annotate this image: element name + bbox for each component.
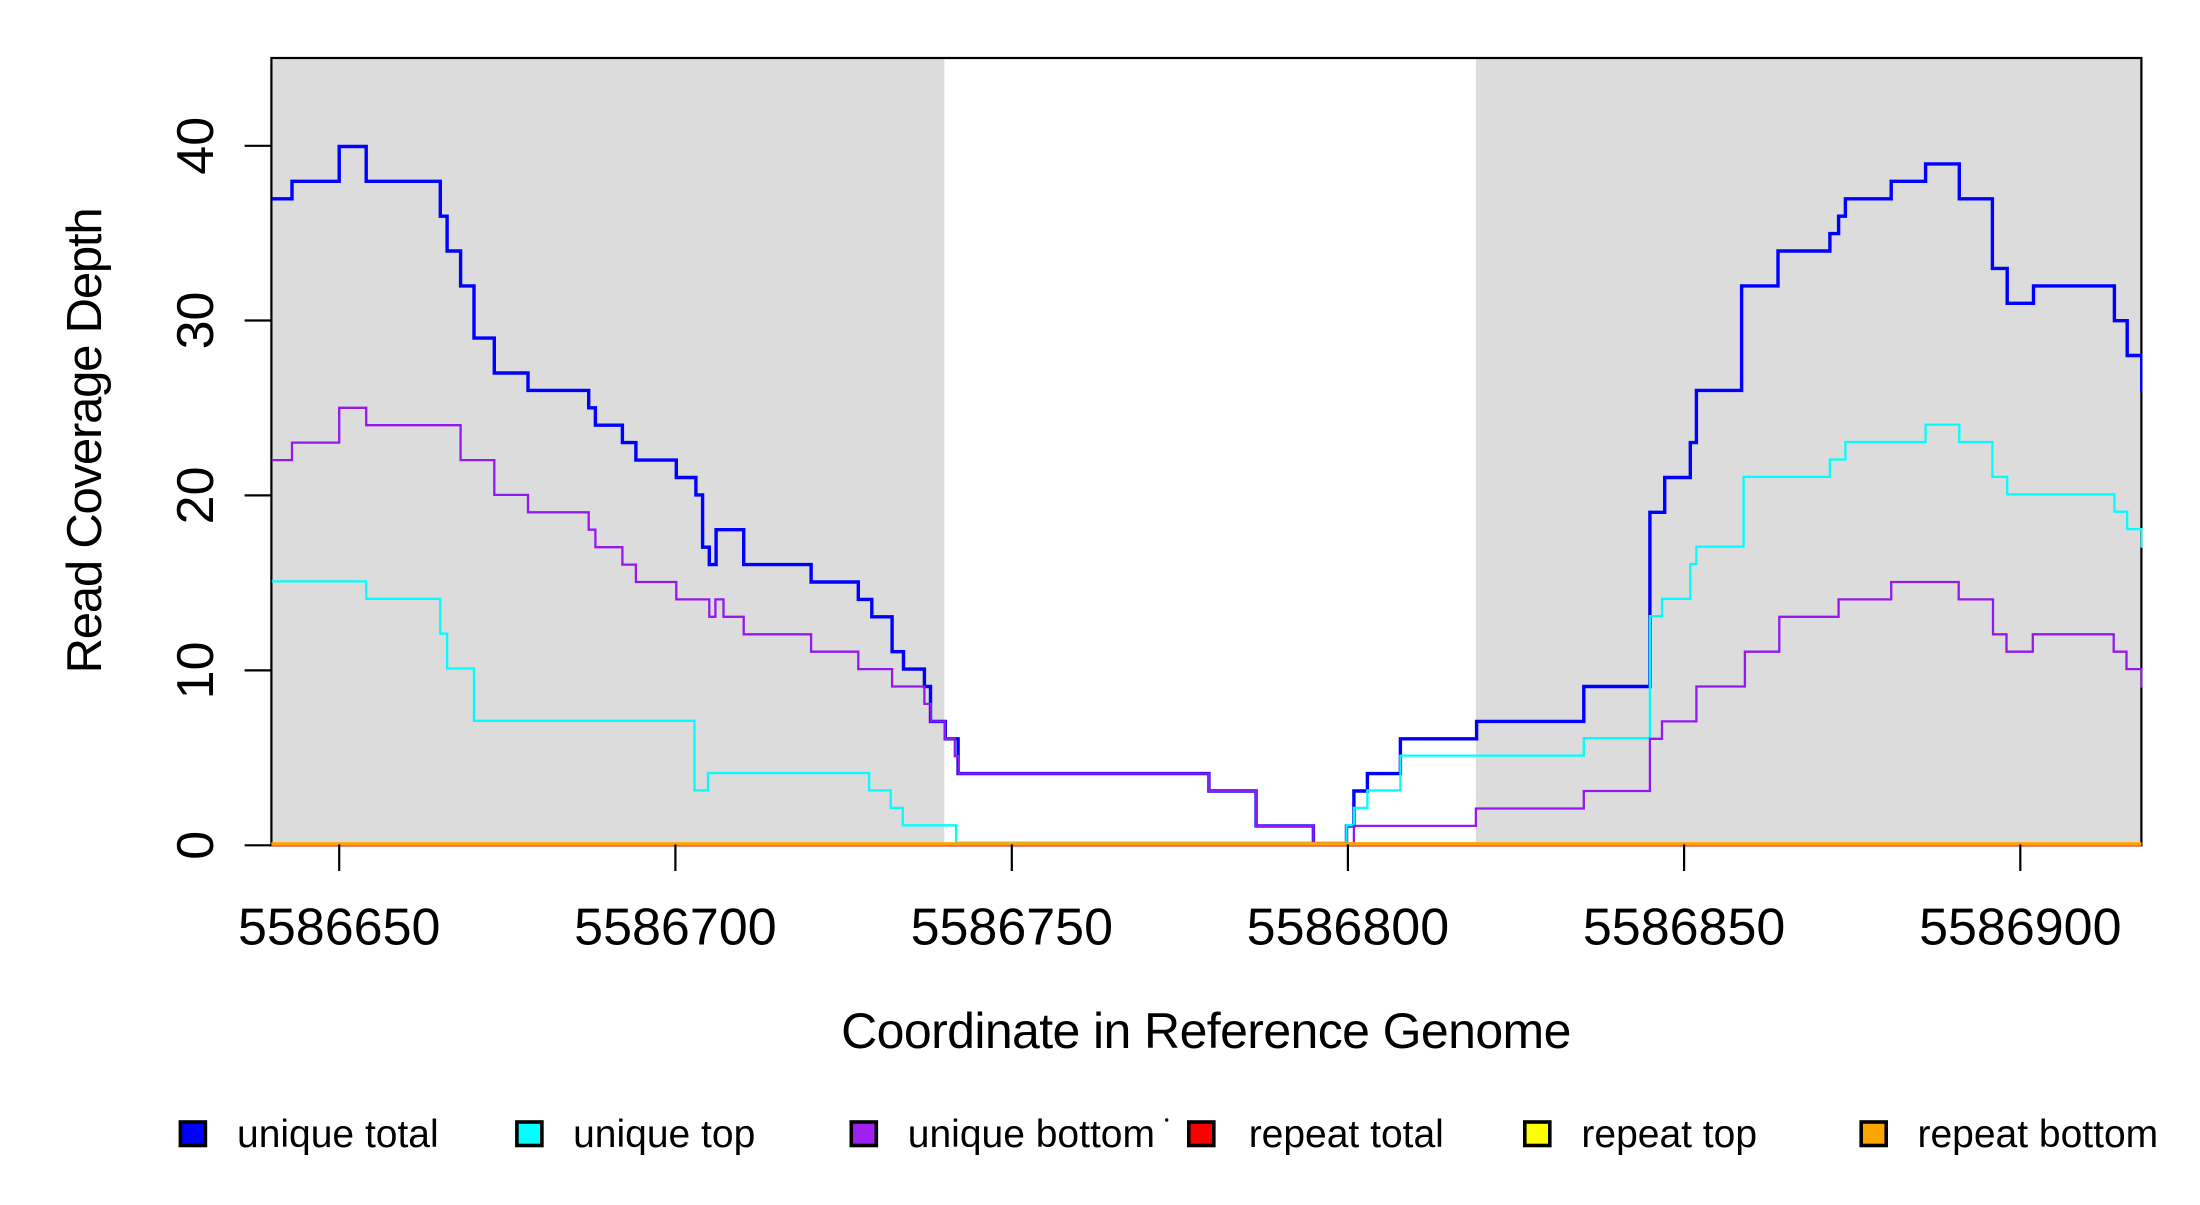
svg-text:30: 30 bbox=[167, 292, 225, 350]
svg-text:unique top: unique top bbox=[573, 1113, 755, 1156]
svg-text:5586750: 5586750 bbox=[911, 899, 1113, 957]
svg-text:5586700: 5586700 bbox=[574, 899, 776, 957]
svg-text:0: 0 bbox=[167, 831, 225, 860]
svg-text:repeat top: repeat top bbox=[1581, 1113, 1757, 1156]
svg-text:Read Coverage Depth: Read Coverage Depth bbox=[58, 209, 112, 674]
svg-text:repeat total: repeat total bbox=[1249, 1113, 1444, 1156]
svg-text:unique bottom: unique bottom bbox=[908, 1113, 1155, 1156]
svg-text:5586650: 5586650 bbox=[238, 899, 440, 957]
svg-text:repeat bottom: repeat bottom bbox=[1918, 1113, 2159, 1156]
svg-text:Coordinate in Reference Genome: Coordinate in Reference Genome bbox=[841, 1003, 1571, 1059]
svg-text:5586850: 5586850 bbox=[1583, 899, 1785, 957]
svg-text:10: 10 bbox=[167, 641, 225, 699]
svg-text:40: 40 bbox=[167, 117, 225, 175]
svg-text:20: 20 bbox=[167, 466, 225, 524]
svg-text:unique total: unique total bbox=[237, 1113, 439, 1156]
svg-text:5586800: 5586800 bbox=[1247, 899, 1449, 957]
svg-text:5586900: 5586900 bbox=[1919, 899, 2121, 957]
